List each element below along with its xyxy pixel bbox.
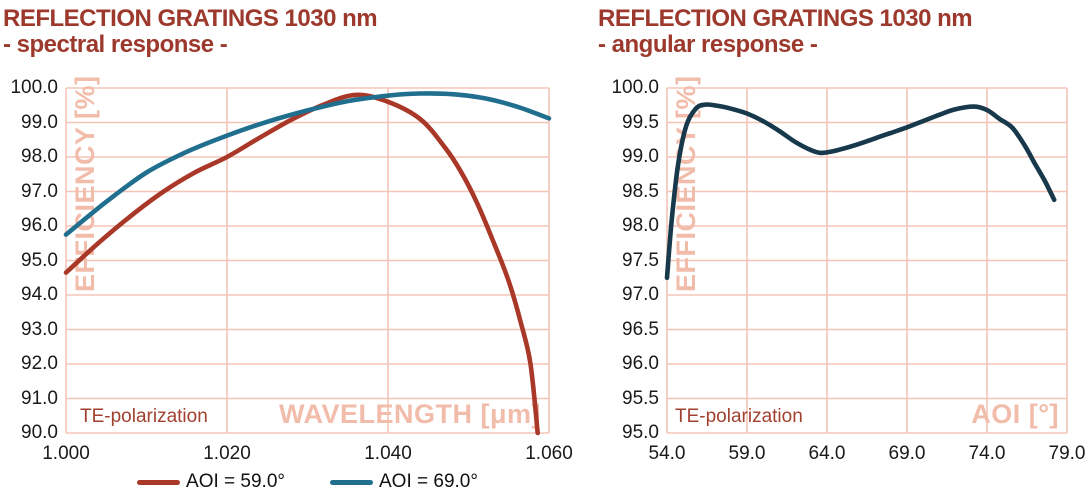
y-tick-label: 98.5 xyxy=(622,181,659,202)
spectral-grid xyxy=(65,87,550,434)
y-tick-label: 95.0 xyxy=(21,250,58,271)
legend: AOI = 59.0° AOI = 69.0° xyxy=(66,471,549,493)
y-tick-label: 94.0 xyxy=(21,284,58,305)
chart-title-line2: - spectral response - xyxy=(3,31,228,58)
x-tick-label: 69.0 xyxy=(888,443,926,464)
angular-response-chart: REFLECTION GRATINGS 1030 nm - angular re… xyxy=(595,0,1087,500)
x-tick-label: 79.0 xyxy=(1048,443,1086,464)
x-tick-label: 64.0 xyxy=(808,443,846,464)
y-tick-label: 91.0 xyxy=(21,388,58,409)
chart-title: REFLECTION GRATINGS 1030 nm - angular re… xyxy=(598,5,973,58)
y-tick-label: 95.5 xyxy=(622,388,659,409)
angular-grid xyxy=(666,87,1068,434)
x-tick-label: 59.0 xyxy=(728,443,766,464)
x-tick-label: 74.0 xyxy=(968,443,1006,464)
x-tick-label: 1.020 xyxy=(203,443,251,464)
series-curve-aoi-69-0 xyxy=(63,91,552,237)
x-tick-label: 1.040 xyxy=(364,443,412,464)
y-tick-label: 95.0 xyxy=(622,422,659,443)
spectral-response-chart: REFLECTION GRATINGS 1030 nm - spectral r… xyxy=(3,5,573,464)
y-tick-label: 92.0 xyxy=(21,353,58,374)
y-tick-label: 96.0 xyxy=(21,215,58,236)
polarization-annotation: TE-polarization xyxy=(80,406,208,427)
y-tick-label: 97.0 xyxy=(21,181,58,202)
chart-title-line1: REFLECTION GRATINGS 1030 nm xyxy=(598,5,973,32)
legend-item-aoi-69: AOI = 69.0° xyxy=(330,471,478,493)
legend-label: AOI = 69.0° xyxy=(379,471,478,492)
series-curve-te-polarization xyxy=(664,102,1057,281)
y-tick-label: 97.0 xyxy=(622,284,659,305)
legend-swatch-red-line-icon xyxy=(137,479,181,485)
x-axis-label: AOI [°] xyxy=(971,399,1059,429)
angular-plot-area xyxy=(664,102,1057,281)
y-tick-label: 98.0 xyxy=(21,146,58,167)
legend-swatch-teal-line-icon xyxy=(330,479,373,485)
y-tick-label: 99.5 xyxy=(622,112,659,133)
y-tick-label: 93.0 xyxy=(21,319,58,340)
legend-item-aoi-59: AOI = 59.0° xyxy=(137,471,285,493)
x-tick-label: 54.0 xyxy=(648,443,686,464)
spectral-plot-area xyxy=(63,91,552,436)
y-tick-label: 96.5 xyxy=(622,319,659,340)
y-tick-label: 99.0 xyxy=(21,112,58,133)
y-tick-label: 100.0 xyxy=(611,77,659,98)
y-tick-label: 100.0 xyxy=(10,77,58,98)
y-tick-label: 96.0 xyxy=(622,353,659,374)
chart-title-line2: - angular response - xyxy=(598,31,818,58)
legend-label: AOI = 59.0° xyxy=(186,471,285,492)
y-tick-label: 99.0 xyxy=(622,146,659,167)
chart-title-line1: REFLECTION GRATINGS 1030 nm xyxy=(3,5,378,32)
x-tick-label: 1.060 xyxy=(525,443,573,464)
y-tick-label: 90.0 xyxy=(21,422,58,443)
series-curve-aoi-59-0 xyxy=(63,92,540,436)
chart-title: REFLECTION GRATINGS 1030 nm - spectral r… xyxy=(3,5,378,58)
x-tick-label: 1.000 xyxy=(42,443,90,464)
y-tick-label: 98.0 xyxy=(622,215,659,236)
y-tick-label: 97.5 xyxy=(622,250,659,271)
polarization-annotation: TE-polarization xyxy=(675,406,803,427)
x-axis-label: WAVELENGTH [μm] xyxy=(278,399,541,429)
